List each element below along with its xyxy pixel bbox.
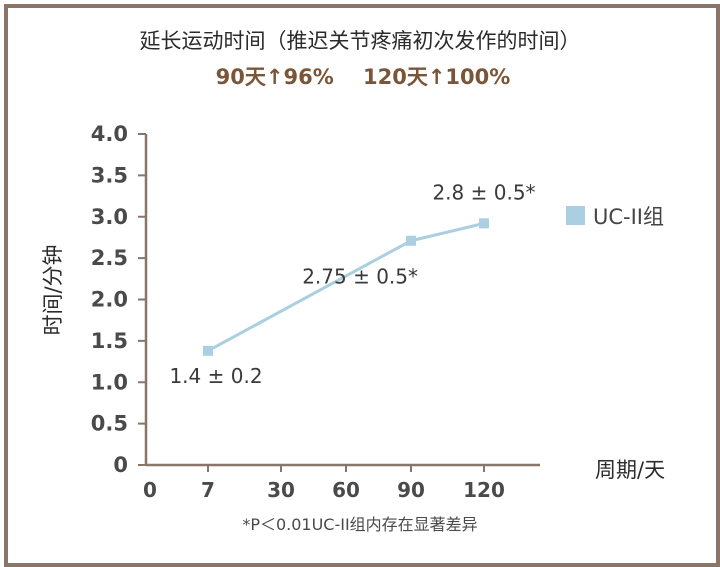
y-axis-label: 时间/分钟 [41,244,65,335]
data-point [479,218,489,229]
chart-subtitle: 90天↑96% 120天↑100% [216,65,511,89]
y-tick-label: 0.5 [91,412,128,436]
data-label: 1.4 ± 0.2 [169,364,262,388]
chart-frame [4,4,720,567]
x-tick-label: 0 [143,478,157,502]
legend-swatch [566,206,585,225]
y-tick-label: 0 [113,453,128,477]
y-tick-label: 1.0 [91,370,128,394]
series-layer: 1.4 ± 0.2 2.75 ± 0.5* 2.8 ± 0.5* [169,180,535,387]
x-axis-label: 周期/天 [595,458,665,482]
legend-label: UC-II组 [593,205,664,229]
x-tick-label: 60 [332,478,360,502]
y-tick-label: 3.0 [91,205,128,229]
axes [138,133,540,472]
data-point [203,345,213,356]
y-tick-label: 1.5 [91,329,128,353]
x-tick-label: 120 [463,478,505,502]
y-tick-label: 2.5 [91,246,128,270]
x-tick-label: 7 [201,478,215,502]
y-tick-labels: 0 0.5 1.0 1.5 2.0 2.5 3.0 3.5 4.0 [91,122,128,477]
y-tick-label: 2.0 [91,288,128,312]
data-point [406,235,416,246]
x-tick-labels: 0 7 30 60 90 120 [143,478,505,502]
footnote: *P＜0.01UC-II组内存在显著差异 [242,515,477,534]
y-tick-label: 4.0 [91,122,128,146]
data-label: 2.75 ± 0.5* [302,265,418,289]
data-label: 2.8 ± 0.5* [432,180,535,204]
x-tick-label: 30 [267,478,295,502]
x-tick-label: 90 [397,478,425,502]
y-tick-label: 3.5 [91,163,128,187]
chart-title: 延长运动时间（推迟关节疼痛初次发作的时间） [140,29,581,53]
